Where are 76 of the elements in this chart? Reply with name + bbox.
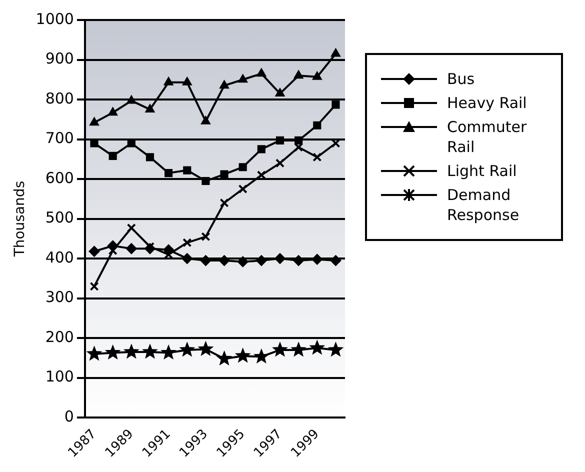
point <box>88 246 100 257</box>
point <box>330 255 342 266</box>
point <box>274 253 286 264</box>
point <box>313 121 322 130</box>
point <box>310 340 324 354</box>
point <box>294 136 303 144</box>
y-tick-label: 300 <box>45 288 74 306</box>
point <box>198 342 213 356</box>
y-tick-label: 600 <box>45 168 74 187</box>
point <box>237 256 248 268</box>
point <box>126 243 137 254</box>
point <box>312 254 323 265</box>
point <box>293 255 304 266</box>
y-tick-label: 200 <box>45 328 74 346</box>
point <box>312 152 322 162</box>
point <box>330 48 341 57</box>
legend-label: Commuter Rail <box>447 117 528 157</box>
point <box>182 76 192 86</box>
point <box>126 95 136 104</box>
point <box>217 351 232 365</box>
point <box>275 158 285 168</box>
point <box>275 88 285 97</box>
point <box>164 76 174 86</box>
point <box>182 238 192 248</box>
legend-label: Light Rail <box>447 161 517 181</box>
point <box>220 170 228 178</box>
point <box>146 153 154 162</box>
point <box>108 152 117 160</box>
y-tick-label: 100 <box>45 368 74 386</box>
point <box>238 163 247 172</box>
point <box>332 100 340 109</box>
point <box>238 184 248 194</box>
point <box>145 104 155 112</box>
y-tick-label: 800 <box>45 89 74 108</box>
point <box>312 71 322 80</box>
point <box>161 345 176 359</box>
point <box>124 344 139 358</box>
point <box>142 344 158 358</box>
point <box>183 166 192 174</box>
y-tick-label: 500 <box>45 208 74 227</box>
point <box>200 116 211 124</box>
y-tick-label: 700 <box>45 129 74 148</box>
y-tick-label: 900 <box>45 50 74 68</box>
point <box>218 255 230 266</box>
point <box>126 223 136 232</box>
point <box>108 107 118 116</box>
y-tick-label: 400 <box>45 248 74 266</box>
point <box>220 198 229 208</box>
point <box>219 80 230 89</box>
legend-label: Bus <box>447 69 475 89</box>
y-tick-label: 1000 <box>36 10 74 28</box>
point <box>254 349 269 363</box>
point <box>276 136 284 144</box>
point <box>272 342 288 356</box>
y-tick-label: 0 <box>64 407 74 426</box>
point <box>257 145 266 154</box>
point <box>328 342 343 356</box>
y-axis-title: Thousands <box>12 180 28 258</box>
point <box>256 68 266 77</box>
legend-label: Heavy Rail <box>447 93 527 113</box>
point <box>291 342 306 356</box>
point <box>164 169 173 178</box>
point <box>87 346 102 360</box>
point <box>238 74 248 83</box>
point <box>201 232 210 242</box>
legend-label: Demand Response <box>447 185 520 225</box>
point <box>236 348 250 362</box>
point <box>106 345 120 359</box>
point <box>90 282 99 291</box>
point <box>294 70 304 79</box>
point <box>89 117 100 126</box>
point <box>256 255 267 266</box>
point <box>182 253 193 264</box>
point <box>200 255 212 266</box>
point <box>180 342 194 356</box>
point <box>202 176 210 186</box>
